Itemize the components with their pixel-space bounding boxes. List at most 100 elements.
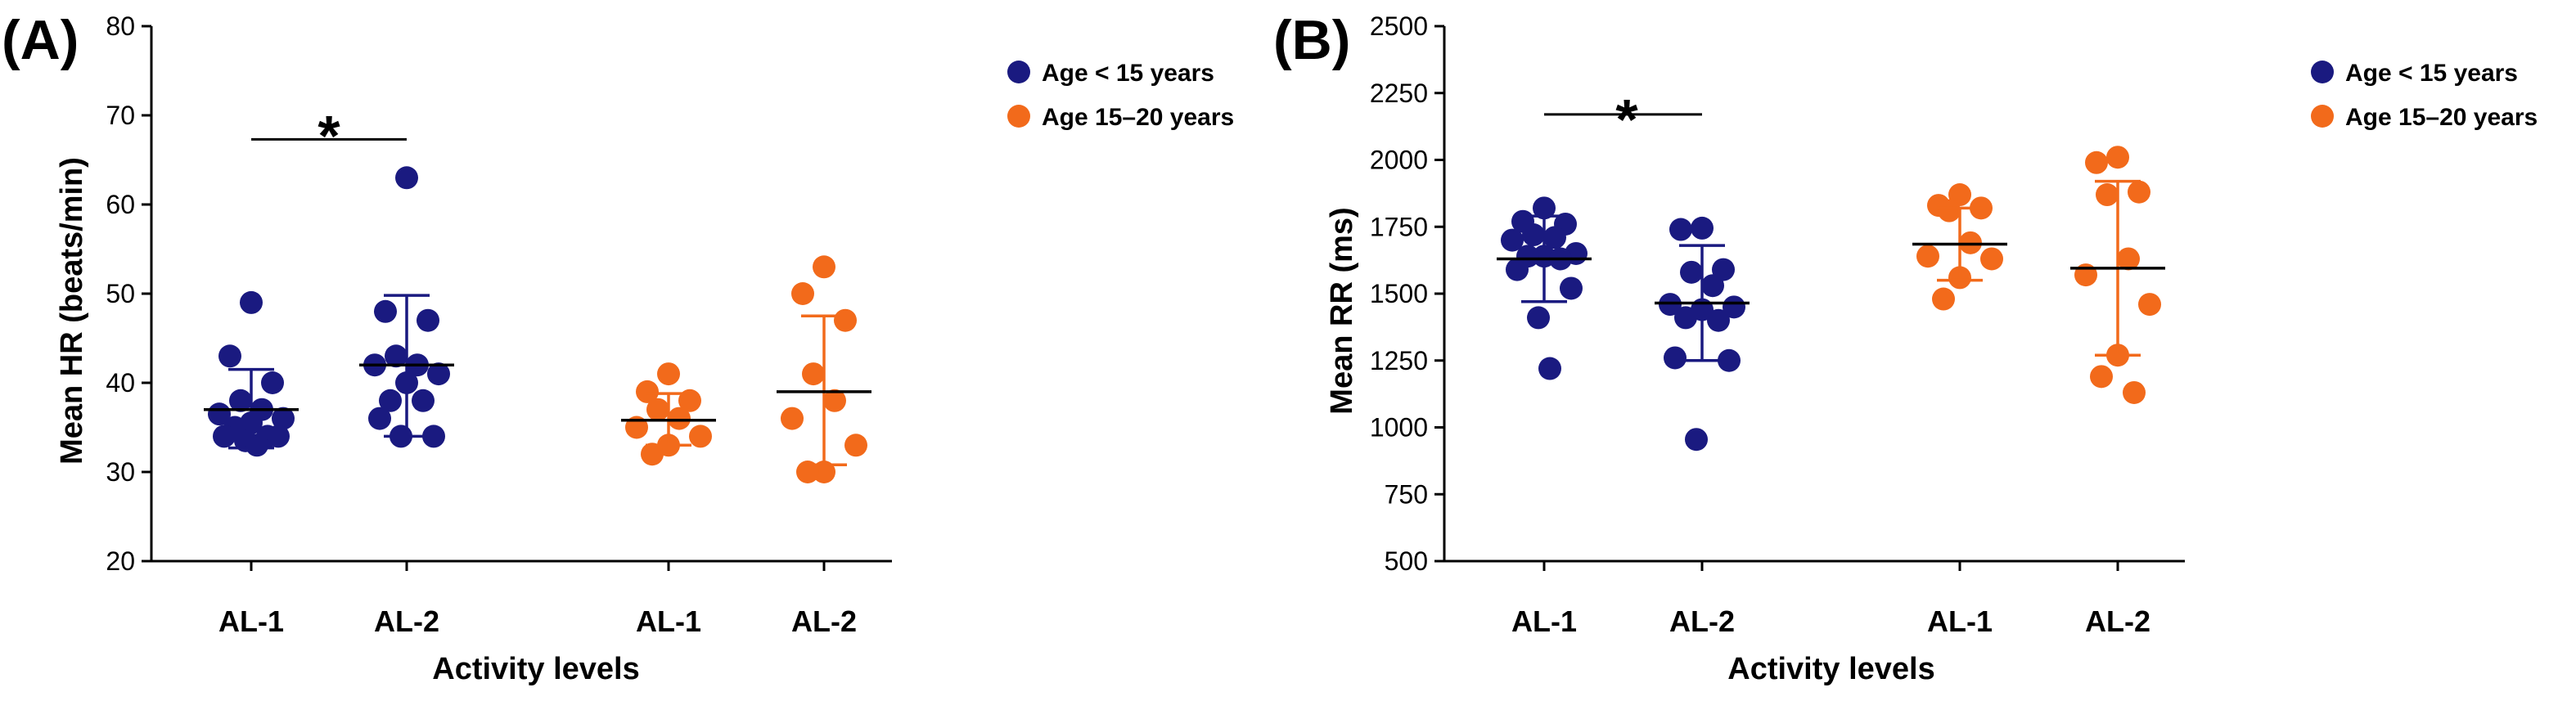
panel-a-data-point [261,371,284,394]
panel-a-x-tick-label: AL-1 [636,604,701,638]
panel-b-legend-label-age-15-20: Age 15–20 years [2345,104,2538,131]
panel-b-data-point [1718,348,1741,372]
panel-a-data-point [427,362,450,386]
panel-b-data-point [1674,306,1697,330]
panel-b-data-point [2128,180,2150,204]
panel-b-legend: Age < 15 years Age 15–20 years [2311,60,2538,131]
panel-b-data-point [1707,308,1730,332]
panel-b-data-point [1533,196,1556,220]
panel-a-y-tick-label: 80 [106,11,135,41]
panel-a-data-point [412,389,435,412]
panel-a-data-point [385,344,408,368]
panel-a-data-point [657,362,680,386]
panel-b-y-tick-label: 750 [1385,479,1428,509]
panel-a-data-point [422,425,445,448]
panel-a-data-point [844,434,867,457]
panel-b-data-point [1980,247,2003,271]
panel-b-y-tick-label: 500 [1385,546,1428,576]
panel-b-data-point [2117,247,2140,271]
panel-b-x-tick-label: AL-2 [2085,604,2150,638]
panel-b-data-point [1680,260,1703,284]
panel-b-data-point [1916,245,1939,268]
panel-b-plot-area [1434,25,2185,571]
panel-b-y-tick-label: 2250 [1370,79,1428,108]
panel-b-x-tick-label: AL-2 [1669,604,1735,638]
panel-b-data-point [2138,293,2161,317]
panel-b-data-point [2106,146,2129,169]
panel-a-y-tick-label: 70 [106,101,135,130]
panel-b-data-point [2085,151,2108,174]
panel-b: (B) Mean RR (ms) Activity levels * Age <… [1273,9,2538,686]
panel-a-x-tick-labels: AL-1 AL-2 AL-1 AL-2 [218,604,857,638]
panel-a-data-point [368,407,391,430]
panel-a: (A) Mean HR (beats/min) Activity levels … [2,9,1234,686]
panel-b-data-point [1664,346,1687,370]
panel-a-data-point [834,308,857,332]
panel-b-data-point [1938,199,1961,222]
panel-b-data-point [1701,274,1724,298]
panel-b-legend-marker-age-lt15 [2311,61,2334,83]
panel-b-y-axis-title: Mean RR (ms) [1325,207,1359,414]
panel-b-y-tick-label: 1250 [1370,346,1428,375]
panel-b-data-point [2096,183,2119,207]
panel-b-data-point [1527,306,1550,330]
panel-a-legend-label-age-lt15: Age < 15 years [1042,60,1214,87]
panel-b-legend-label-age-lt15: Age < 15 years [2345,60,2518,87]
panel-a-data-point [791,282,814,305]
panel-a-legend-marker-age-lt15 [1007,61,1030,83]
panel-a-y-tick-label: 30 [106,457,135,487]
panel-a-data-point [272,407,295,430]
panel-b-data-point [1538,357,1561,380]
panel-b-x-axis-title: Activity levels [1727,652,1934,686]
panel-b-data-point [1522,223,1545,247]
panel-b-y-tick-label: 1750 [1370,212,1428,241]
panel-b-data-point [1501,228,1524,252]
panel-a-data-point [213,425,236,448]
panel-b-y-tick-labels: 500 750 1000 1250 1500 1750 2000 2250 25… [1370,11,1428,576]
panel-a-data-point [218,344,241,368]
panel-a-y-tick-label: 20 [106,546,135,576]
panel-b-x-tick-label: AL-1 [1927,604,1993,638]
panel-a-x-tick-label: AL-2 [374,604,439,638]
panel-a-data-point [823,389,846,412]
panel-a-data-point [646,398,669,421]
panel-b-y-tick-label: 2500 [1370,11,1428,41]
panel-a-plot-area [142,25,892,571]
panel-a-data-point [689,425,712,448]
panel-a-x-tick-label: AL-2 [791,604,857,638]
panel-a-data-point [802,362,825,386]
panel-a-data-point [245,434,268,457]
panel-a-x-tick-label: AL-1 [218,604,284,638]
panel-b-data-point [1691,216,1714,240]
panel-b-significance-label: * [1615,88,1638,151]
panel-b-x-tick-label: AL-1 [1511,604,1577,638]
panel-b-y-tick-label: 1000 [1370,413,1428,443]
panel-b-x-tick-labels: AL-1 AL-2 AL-1 AL-2 [1511,604,2150,638]
panel-a-y-tick-label: 60 [106,190,135,219]
panel-b-y-tick-label: 1500 [1370,279,1428,308]
panel-a-legend-marker-age-15-20 [1007,105,1030,128]
panel-b-data-point [1543,226,1566,249]
panel-b-data-point [1506,258,1529,281]
panel-b-legend-marker-age-15-20 [2311,105,2334,128]
panel-b-data-point [2123,380,2146,404]
panel-b-y-tick-label: 2000 [1370,146,1428,175]
panel-b-data-point [1669,218,1692,241]
panel-a-data-point [229,389,252,412]
panel-a-data-point [417,308,439,332]
panel-a-significance-label: * [317,104,340,168]
panel-a-data-point [781,407,804,430]
panel-a-data-point [374,299,397,323]
panel-a-label: (A) [2,9,79,71]
panel-a-data-point [395,166,418,190]
panel-b-data-point [1932,287,1955,311]
panel-a-x-axis-title: Activity levels [432,652,639,686]
panel-b-label: (B) [1273,9,1350,71]
panel-b-data-point [1685,428,1708,452]
panel-a-data-point [240,290,263,314]
panel-a-data-point [668,407,691,430]
panel-a-y-tick-labels: 20 30 40 50 60 70 80 [106,11,135,576]
panel-b-data-point [2090,365,2113,389]
panel-a-data-point [379,389,402,412]
